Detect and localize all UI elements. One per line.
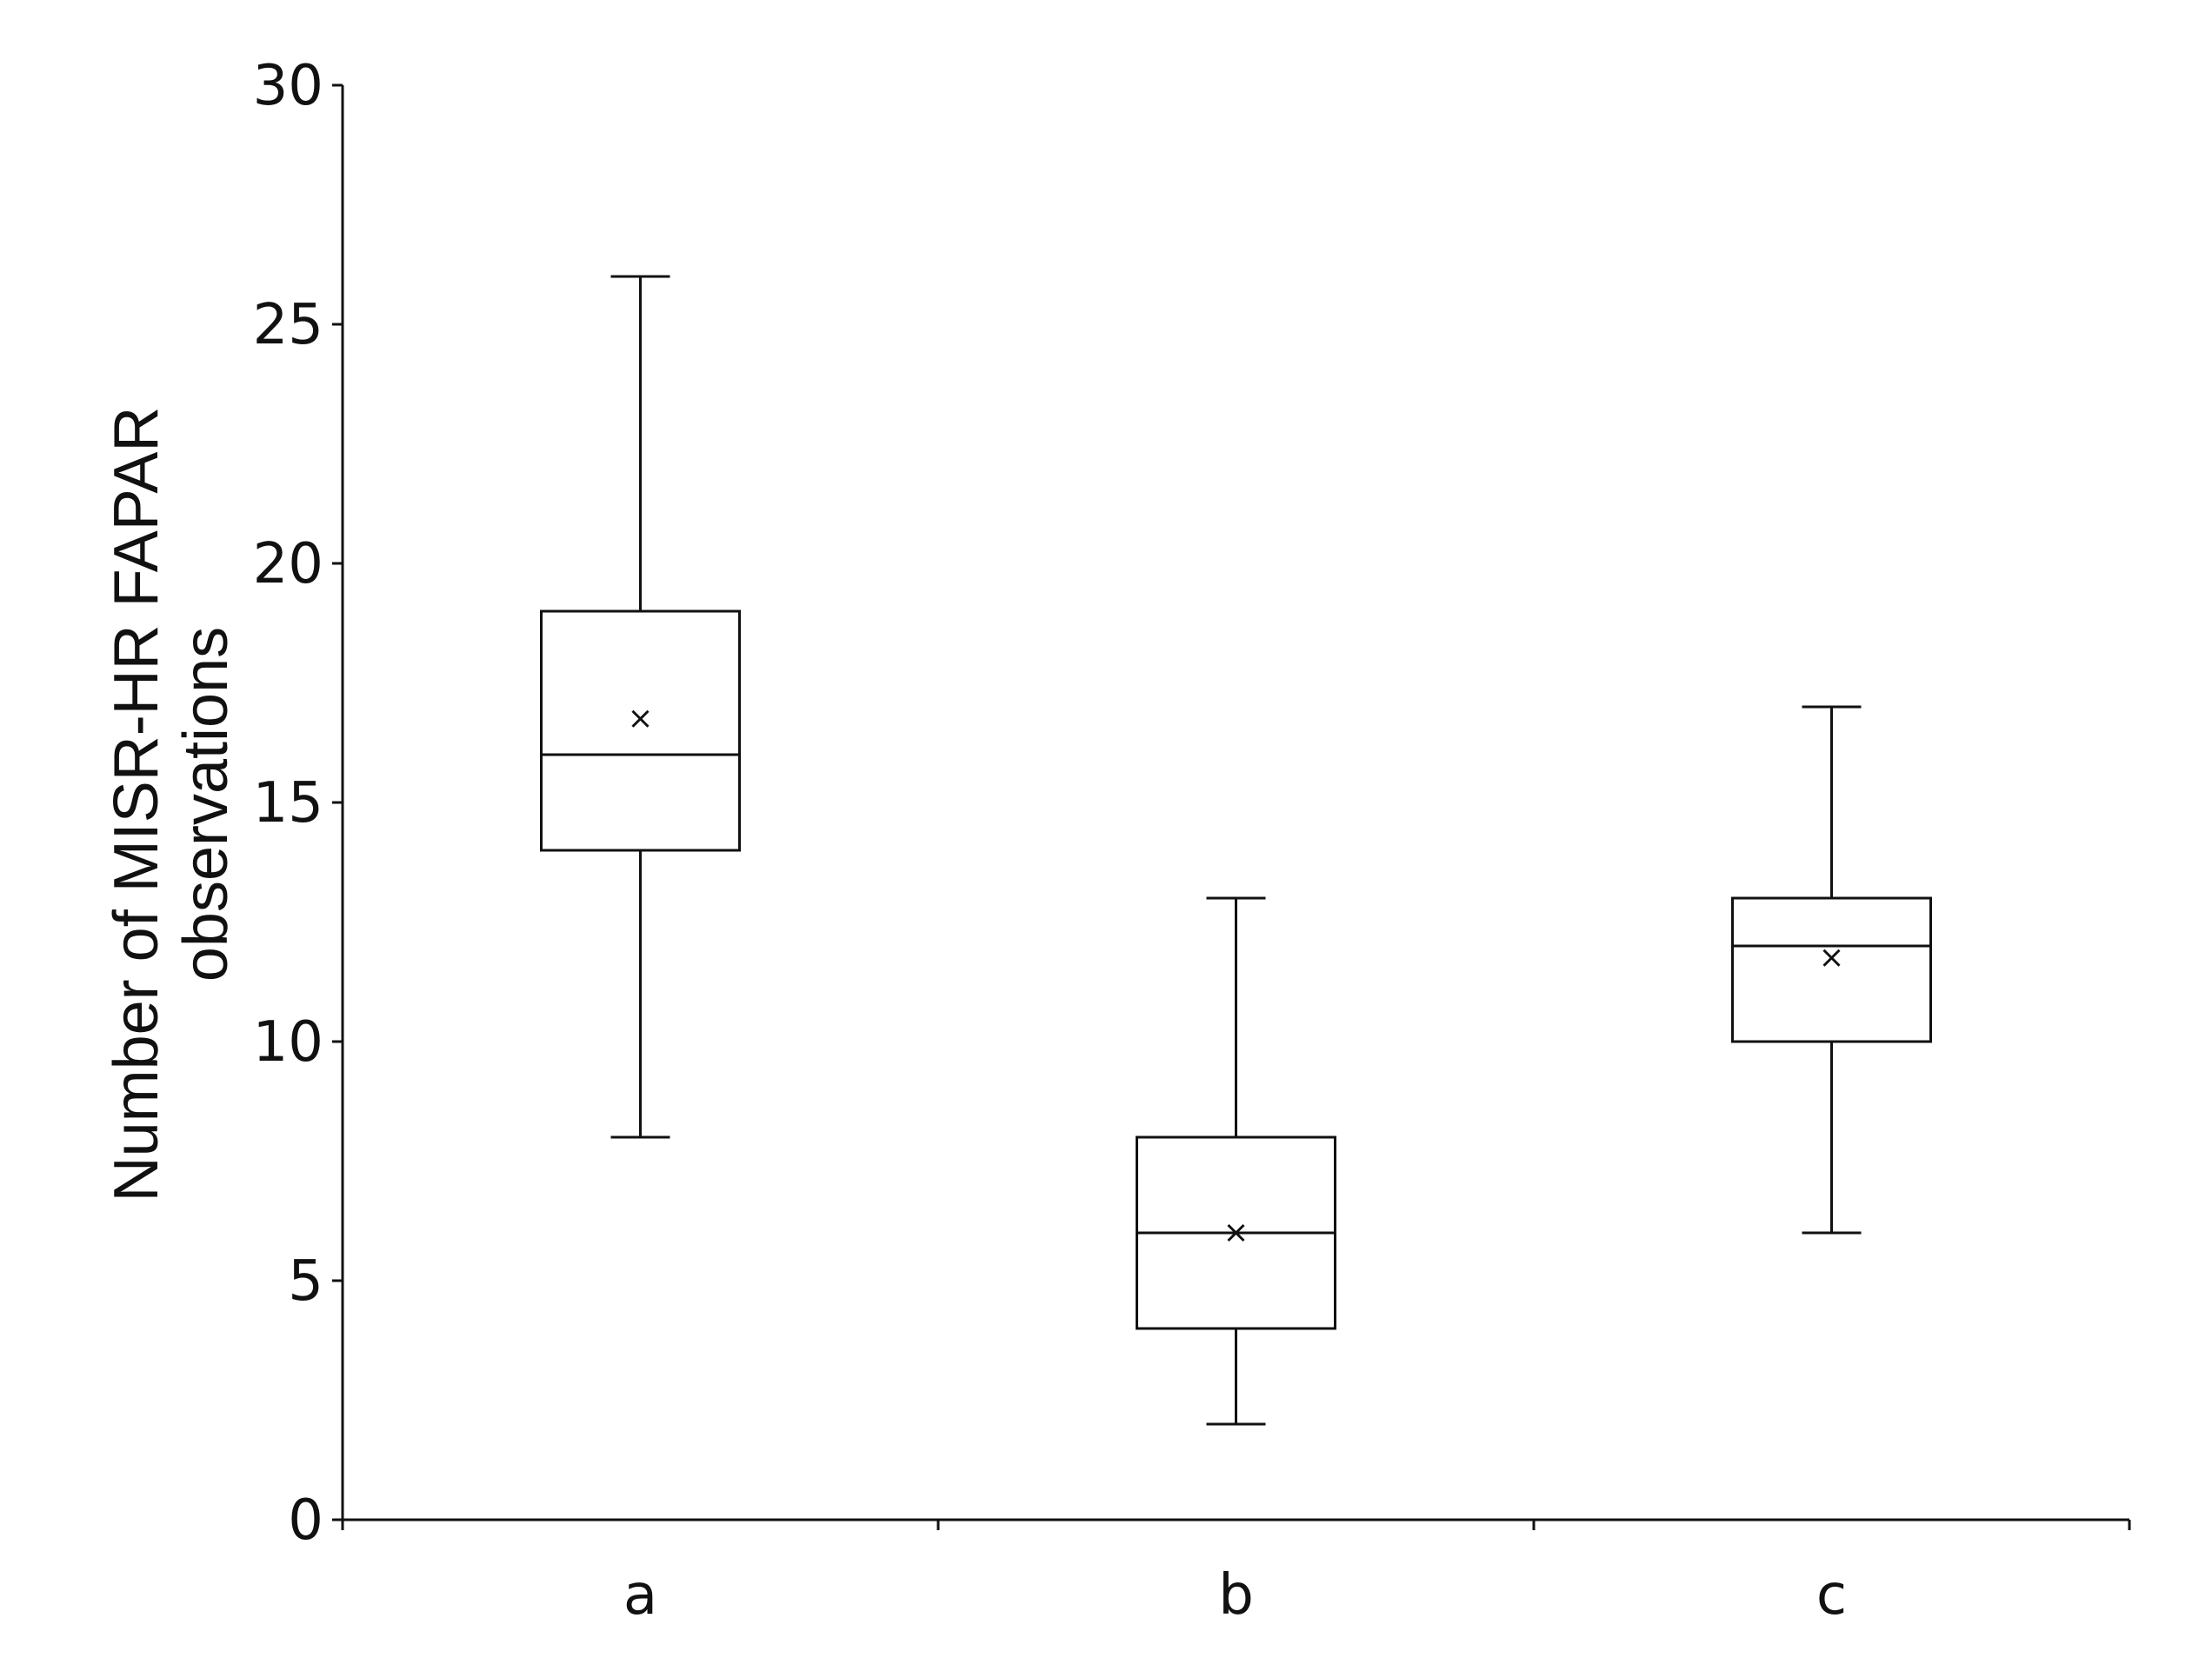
y-axis-title: Number of MISR-HR FAPAR observations — [102, 407, 241, 1202]
mean-marker — [631, 709, 650, 728]
mean-marker-stroke — [1227, 1223, 1245, 1242]
y-tick-label: 25 — [253, 293, 323, 357]
y-axis-title-line-1: Number of MISR-HR FAPAR — [102, 407, 171, 1202]
box-b — [1136, 896, 1336, 1426]
y-tick-label: 5 — [288, 1249, 323, 1314]
box-a — [540, 275, 741, 1139]
y-tick-label: 15 — [253, 771, 323, 836]
box-series — [540, 275, 1932, 1426]
x-category-label: b — [1218, 1563, 1254, 1628]
mean-marker — [1227, 1223, 1245, 1242]
mean-marker-stroke — [1822, 949, 1841, 967]
y-axis-title-line-2: observations — [171, 627, 241, 982]
y-tick-label: 20 — [253, 532, 323, 596]
y-tick-label: 10 — [253, 1010, 323, 1075]
iqr-box — [1731, 896, 1932, 1043]
y-tick-label: 0 — [288, 1488, 323, 1553]
box-c — [1731, 705, 1932, 1235]
y-tick-label: 30 — [253, 54, 323, 118]
iqr-box — [540, 609, 741, 852]
x-category-label: a — [623, 1563, 657, 1628]
x-category-label: c — [1816, 1563, 1847, 1628]
x-axis: a b c — [341, 1518, 2131, 1628]
mean-marker — [1822, 949, 1841, 967]
y-axis: 0 5 10 15 20 25 30 — [253, 54, 344, 1553]
mean-marker-stroke — [631, 709, 650, 728]
